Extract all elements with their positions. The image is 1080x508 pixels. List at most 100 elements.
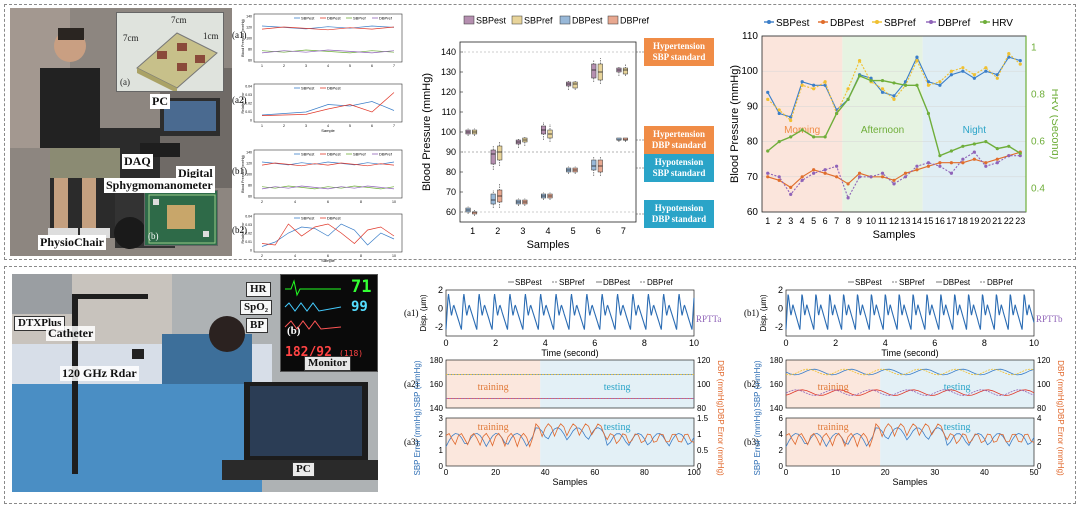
bp-series xyxy=(785,368,1035,376)
linechart-ytick-label: 90 xyxy=(747,101,759,112)
small-panel-ytick: 80 xyxy=(248,184,252,188)
err-y2tick-label: 1.5 xyxy=(697,414,709,423)
linechart-point-HRV xyxy=(903,83,908,87)
label-daq: DAQ xyxy=(122,154,153,169)
small-panel-xtick: 2 xyxy=(261,200,263,204)
boxplot-ytick-label: 140 xyxy=(441,47,456,57)
inset-b-tag: (b) xyxy=(148,231,159,241)
linechart-point-SBPref xyxy=(1018,62,1022,66)
linechart-y2tick-label: 0.4 xyxy=(1031,184,1045,195)
label-pc: PC xyxy=(150,94,170,109)
linechart-point-SBPref xyxy=(938,80,942,84)
small-panel-ylabel: Relative error xyxy=(241,92,245,114)
disp-xtick-label: 10 xyxy=(1029,338,1039,348)
disp-panel-tag: (b1) xyxy=(744,308,759,318)
linechart-xtick-label: 12 xyxy=(889,216,899,226)
linechart-xtick-label: 5 xyxy=(811,216,816,226)
small-panel-legend-label: SBPref xyxy=(353,16,367,21)
disp-xtick-label: 0 xyxy=(783,338,788,348)
bottom-legend-label: SBPest xyxy=(855,278,882,287)
bottom-legend-label: SBPest xyxy=(515,278,542,287)
disp-ytick-label: 0 xyxy=(778,303,783,313)
linechart-point-SBPref xyxy=(1007,52,1011,56)
linechart-point-SBPref xyxy=(766,97,770,101)
boxplot-legend-label: SBPest xyxy=(476,16,507,26)
linechart-point-HRV xyxy=(835,111,839,116)
boxplot-box xyxy=(490,193,496,205)
disp-xtick-label: 8 xyxy=(982,338,987,348)
bp-training-region xyxy=(446,360,541,408)
top-section-frame xyxy=(4,4,1076,260)
linechart-point-DBPest xyxy=(915,168,919,172)
boxplot-ytick-label: 100 xyxy=(441,127,456,137)
boxplot-box xyxy=(572,81,578,89)
small-panel-legend-label: SBPest xyxy=(301,152,315,157)
bp-y2label: DBP (mmHg) xyxy=(1056,360,1065,408)
linechart-xtick-label: 18 xyxy=(958,216,968,226)
linechart-point-SBPref xyxy=(789,118,793,123)
bp-ylabel: SBP (mmHg) xyxy=(413,360,422,407)
linechart-point-SBPest xyxy=(938,83,942,87)
linechart-point-HRV xyxy=(1007,144,1011,148)
monitor-spo2-value: 99 xyxy=(351,299,368,315)
err-ytick-label: 0 xyxy=(779,462,784,471)
linechart-point-DBPref xyxy=(892,182,896,186)
bp-training-label: training xyxy=(818,382,849,393)
linechart-xtick-label: 16 xyxy=(935,216,945,226)
disp-xtick-label: 6 xyxy=(592,338,597,348)
monitor-inset: 71 99 182/92 (118) (b) xyxy=(280,274,378,372)
small-panel-ytick: 140 xyxy=(246,151,252,155)
small-panel-series xyxy=(261,92,395,116)
linechart-xtick-label: 2 xyxy=(777,216,782,226)
err-ytick-label: 2 xyxy=(439,430,444,439)
linechart-xtick-label: 22 xyxy=(1004,216,1014,226)
small-panel-series xyxy=(261,223,395,247)
boxplot-legend-swatch xyxy=(607,15,619,25)
small-panel-xtick: 5 xyxy=(349,64,351,68)
boxplot-xtick-label: 2 xyxy=(495,226,500,236)
boxplot-ytick-label: 80 xyxy=(446,167,456,177)
linechart-point-SBPest xyxy=(915,55,919,59)
boxplot-annotation-line2: SBP standard xyxy=(653,52,706,62)
linechart-point-DBPref xyxy=(961,157,965,161)
linechart-point-DBPest xyxy=(938,161,942,165)
small-panel-series xyxy=(261,25,395,30)
small-panel-tag: (b1) xyxy=(232,166,247,176)
small-panel-tag: (a2) xyxy=(232,95,247,105)
small-panel-series xyxy=(261,161,395,166)
boxplot-annotation-line1: Hypertension xyxy=(653,41,705,51)
err-xtick-label: 10 xyxy=(831,468,840,477)
linechart-y2tick-label: 0.6 xyxy=(1031,137,1045,148)
linechart-point-SBPest xyxy=(777,111,781,116)
disp-xtick-label: 4 xyxy=(883,338,888,348)
linechart-point-SBPref xyxy=(777,108,781,112)
bottom-section-frame xyxy=(4,266,1076,504)
linechart-point-DBPref xyxy=(777,175,781,179)
small-panel-legend-label: DBPref xyxy=(379,16,393,21)
small-panel-xtick: 2 xyxy=(261,254,263,258)
boxplot-annotation-line2: SBP standard xyxy=(653,168,706,178)
boxplot-box xyxy=(622,67,628,75)
linechart-point-DBPref xyxy=(766,171,770,175)
bottom-legend-label: DBPest xyxy=(603,278,631,287)
linechart-legend-marker xyxy=(821,20,825,24)
linechart-point-HRV xyxy=(823,135,827,139)
linechart-point-SBPref xyxy=(880,87,885,91)
linechart-region xyxy=(842,36,923,212)
label-spo2: SpO₂ xyxy=(240,300,273,315)
linechart-point-SBPest xyxy=(812,83,816,87)
disp-waveform xyxy=(445,294,695,330)
err-ytick-label: 3 xyxy=(439,414,444,423)
linechart-point-DBPest xyxy=(846,182,850,186)
linechart-point-SBPest xyxy=(869,76,873,80)
disp-xtick-label: 8 xyxy=(642,338,647,348)
boxplot-box xyxy=(497,145,503,161)
err-y2tick-label: 0 xyxy=(697,462,702,471)
err-series xyxy=(445,422,695,448)
linechart-point-DBPref xyxy=(800,178,804,182)
small-panel-ytick: 140 xyxy=(246,15,252,19)
linechart-xlabel: Samples xyxy=(873,229,916,241)
bp-training-region xyxy=(786,360,881,408)
